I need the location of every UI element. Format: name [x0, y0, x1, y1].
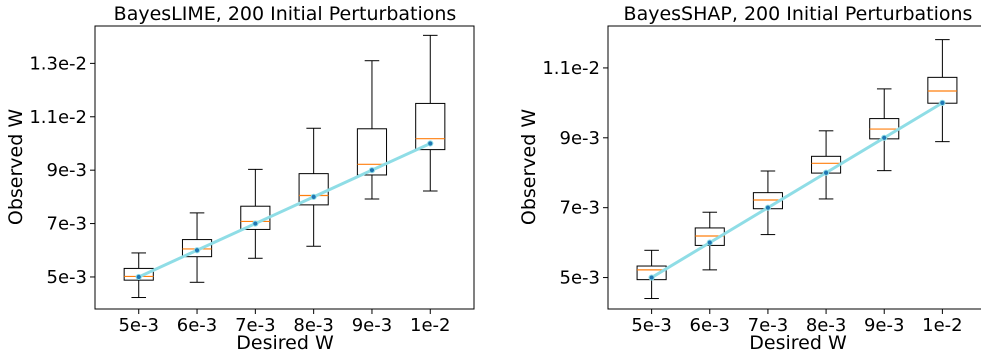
box-1e-2 — [415, 34, 446, 192]
y-tick-label: 1.3e-2 — [29, 53, 87, 74]
x-tick-label: 1e-2 — [410, 315, 450, 336]
x-tick-label: 9e-3 — [352, 315, 392, 336]
y-tick-label: 7e-3 — [47, 214, 87, 235]
chart-title: BayesSHAP, 200 Initial Perturbations — [624, 3, 973, 25]
box-5e-3 — [123, 252, 154, 299]
reference-point — [822, 169, 830, 176]
box-8e-3 — [298, 127, 329, 247]
plot-frame — [94, 25, 475, 310]
reference-point — [764, 204, 772, 211]
reference-point — [706, 239, 713, 246]
box-body — [356, 128, 388, 176]
box-body — [415, 102, 446, 151]
y-axis-label: Observed W — [518, 109, 540, 225]
reference-point — [310, 193, 317, 200]
reference-point — [368, 167, 376, 174]
box-body — [927, 76, 958, 104]
box-5e-3 — [636, 249, 667, 300]
reference-point — [135, 273, 142, 281]
y-tick-label: 9e-3 — [47, 160, 87, 181]
x-tick-label: 8e-3 — [293, 315, 333, 336]
x-axis-label: Desired W — [236, 332, 334, 354]
box-7e-3 — [240, 168, 271, 259]
reference-point — [193, 247, 201, 254]
reference-point — [939, 99, 946, 106]
box-body — [123, 267, 154, 281]
box-9e-3 — [356, 60, 388, 200]
y-tick-label: 9e-3 — [560, 128, 600, 149]
x-tick-label: 7e-3 — [748, 315, 788, 336]
plot-frame — [607, 25, 981, 310]
plot-area: 5e-3 7e-3 9e-3 1.1e-2 1.3e-2 5e-3 6e-3 7e-3 8e-3… — [29, 25, 475, 336]
x-tick-label: 8e-3 — [806, 315, 846, 336]
x-tick-label: 5e-3 — [631, 315, 671, 336]
reference-line — [650, 101, 944, 279]
y-tick-label: 1.1e-2 — [542, 58, 600, 79]
x-tick-label: 7e-3 — [235, 315, 275, 336]
box-9e-3 — [869, 88, 900, 172]
y-tick-label: 7e-3 — [560, 198, 600, 219]
y-tick-label: 5e-3 — [47, 267, 87, 288]
y-axis-label: Observed W — [5, 109, 27, 225]
x-tick-label: 9e-3 — [864, 315, 904, 336]
reference-point — [427, 140, 434, 147]
reference-point — [648, 274, 655, 281]
chart-title: BayesLIME, 200 Initial Perturbations — [114, 3, 457, 25]
box-1e-2 — [927, 39, 958, 143]
x-tick-label: 1e-2 — [922, 315, 962, 336]
reference-line — [138, 142, 431, 279]
box-body — [181, 239, 213, 258]
x-tick-label: 6e-3 — [690, 315, 730, 336]
chart-right: BayesSHAP, 200 Initial Perturbations Obs… — [518, 3, 981, 354]
x-tick-label: 6e-3 — [177, 315, 217, 336]
y-tick-label: 5e-3 — [560, 268, 600, 289]
y-tick-label: 1.1e-2 — [29, 107, 87, 128]
reference-point — [881, 134, 888, 141]
chart-left: BayesLIME, 200 Initial Perturbations Obs… — [5, 3, 475, 354]
x-tick-label: 5e-3 — [118, 315, 158, 336]
reference-point — [252, 220, 259, 227]
plot-area: 5e-3 7e-3 9e-3 1.1e-2 5e-3 6e-3 7e-3 8e-3 9e-3 1e… — [542, 25, 981, 336]
x-axis-label: Desired W — [749, 332, 847, 354]
